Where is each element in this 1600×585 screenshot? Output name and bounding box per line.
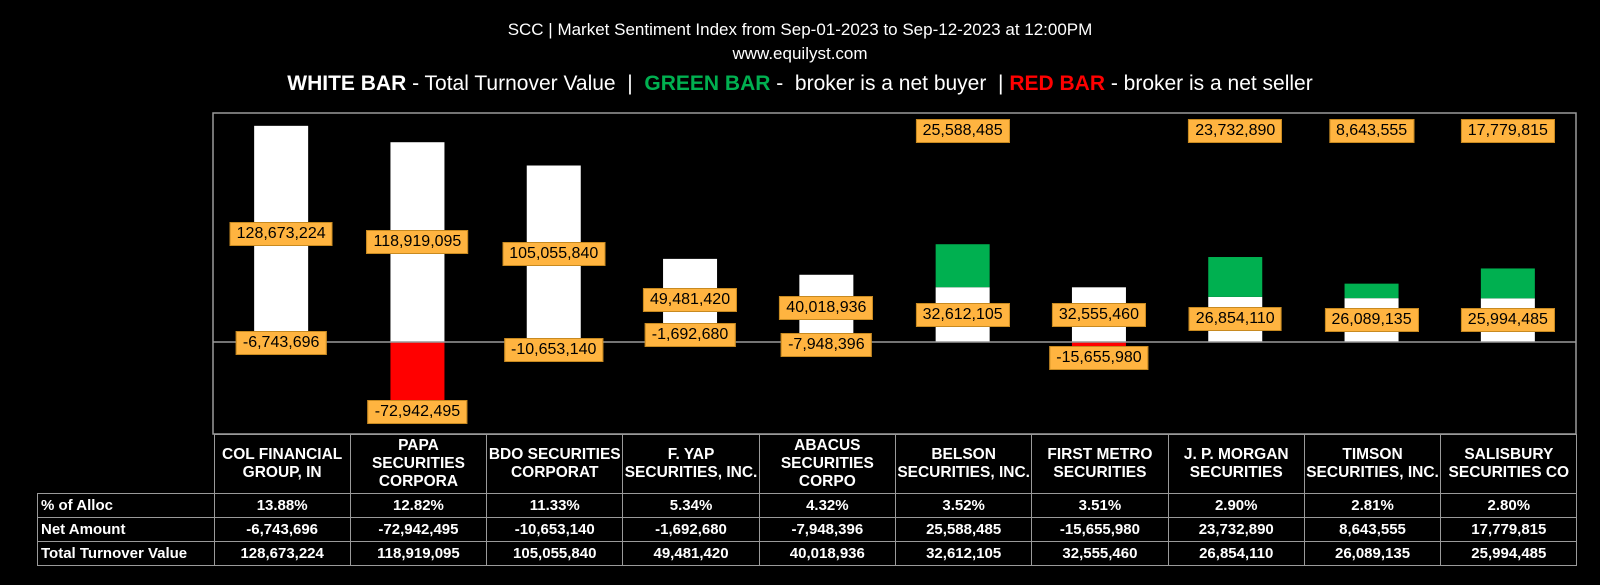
net-amount-label: -72,942,495 [367,400,468,424]
total-turnover-cell: 26,854,110 [1167,541,1305,566]
net-amount-cell: -6,743,696 [213,517,351,542]
net-amount-label: 23,732,890 [1188,119,1283,143]
net-amount-cell: 23,732,890 [1167,517,1305,542]
net-amount-cell: 25,588,485 [894,517,1033,542]
total-turnover-cell: 105,055,840 [486,541,624,566]
pct-alloc-row-label: % of Alloc [37,493,215,518]
total-turnover-cell: 49,481,420 [622,541,760,566]
total-turnover-cell: 25,994,485 [1440,541,1578,566]
net-amount-row-label: Net Amount [37,517,215,542]
net-amount-cell: -15,655,980 [1031,517,1169,542]
total-turnover-cell: 118,919,095 [349,541,488,566]
net-amount-cell: -72,942,495 [349,517,488,542]
pct-alloc-cell: 2.80% [1440,493,1578,518]
broker-name-cell: BDO SECURITIES CORPORAT [486,434,624,494]
pct-alloc-cell: 12.82% [349,493,488,518]
net-amount-label: 17,779,815 [1460,119,1555,143]
pct-alloc-cell: 4.32% [758,493,896,518]
turnover-label: 25,994,485 [1460,308,1555,333]
total-turnover-cell: 32,555,460 [1031,541,1169,566]
turnover-label: 118,919,095 [366,230,469,255]
net-amount-cell: -7,948,396 [758,517,896,542]
turnover-label: 49,481,420 [643,288,738,313]
legend-white-text: - Total Turnover Value | [406,72,645,95]
turnover-label: 32,612,105 [915,302,1010,327]
net-buyer-bar [1480,268,1535,299]
data-table: COL FINANCIAL GROUP, IN PAPA SECURITIES C… [37,434,1578,566]
chart-title: SCC | Market Sentiment Index from Sep-01… [507,20,1093,39]
table-corner [38,435,215,494]
net-amount-cell: -10,653,140 [486,517,624,542]
pct-alloc-cell: 13.88% [213,493,351,518]
pct-alloc-cell: 11.33% [486,493,624,518]
turnover-label: 26,089,135 [1324,308,1419,333]
net-amount-cell: 8,643,555 [1303,517,1442,542]
pct-alloc-cell: 2.90% [1167,493,1305,518]
turnover-label: 26,854,110 [1188,307,1282,332]
broker-name-cell: ABACUS SECURITIES CORPO [758,434,896,494]
chart-subtitle-url: www.equilyst.com [732,44,868,63]
legend-white-key: WHITE BAR [287,72,407,95]
pct-alloc-cell: 3.52% [894,493,1033,518]
broker-name-cell: J. P. MORGAN SECURITIES [1167,434,1305,494]
net-amount-label: -15,655,980 [1049,346,1149,371]
broker-name-cell: PAPA SECURITIES CORPORA [349,434,488,494]
net-buyer-bar [935,244,990,288]
total-turnover-row-label: Total Turnover Value [37,541,215,566]
broker-name-cell: BELSON SECURITIES, INC. [894,434,1033,494]
broker-name-cell: TIMSON SECURITIES, INC. [1303,434,1442,494]
net-amount-cell: 17,779,815 [1440,517,1578,542]
turnover-label: 40,018,936 [779,296,874,321]
turnover-label: 105,055,840 [502,241,606,266]
net-amount-label: 8,643,555 [1328,119,1415,143]
broker-name-cell: COL FINANCIAL GROUP, IN [213,434,351,494]
net-amount-row: Net Amount -6,743,696 -72,942,495 -10,653,1… [37,517,1578,542]
total-turnover-cell: 40,018,936 [758,541,896,566]
legend-red-text: - broker is a net seller [1104,72,1313,95]
net-amount-label: -1,692,680 [644,322,736,347]
total-turnover-cell: 128,673,224 [213,541,351,566]
net-amount-label: 25,588,485 [915,119,1010,143]
net-buyer-bar [1208,257,1263,297]
net-amount-label: -6,743,696 [235,331,327,356]
pct-alloc-cell: 5.34% [622,493,760,518]
turnover-label: 32,555,460 [1051,302,1146,327]
legend: WHITE BAR - Total Turnover Value | GREEN… [0,72,1600,96]
legend-green-text: - broker is a net buyer | [770,72,1010,95]
legend-red-key: RED BAR [1009,72,1105,95]
net-buyer-bar [1344,283,1399,299]
broker-names-row: COL FINANCIAL GROUP, IN PAPA SECURITIES C… [38,434,1578,494]
pct-alloc-row: % of Alloc 13.88% 12.82% 11.33% 5.34% 4.32% 3.… [37,493,1578,518]
net-amount-label: -7,948,396 [781,333,872,358]
broker-name-cell: SALISBURY SECURITIES CO [1440,434,1578,494]
broker-name-cell: FIRST METRO SECURITIES [1031,434,1169,494]
net-amount-label: -10,653,140 [504,337,604,362]
turnover-label: 128,673,224 [229,221,333,246]
total-turnover-cell: 32,612,105 [894,541,1033,566]
broker-name-cell: F. YAP SECURITIES, INC. [622,434,760,494]
pct-alloc-cell: 2.81% [1303,493,1442,518]
net-amount-cell: -1,692,680 [622,517,760,542]
total-turnover-cell: 26,089,135 [1303,541,1442,566]
legend-green-key: GREEN BAR [644,72,771,95]
total-turnover-row: Total Turnover Value 128,673,224 118,919,0… [37,541,1578,566]
pct-alloc-cell: 3.51% [1031,493,1169,518]
